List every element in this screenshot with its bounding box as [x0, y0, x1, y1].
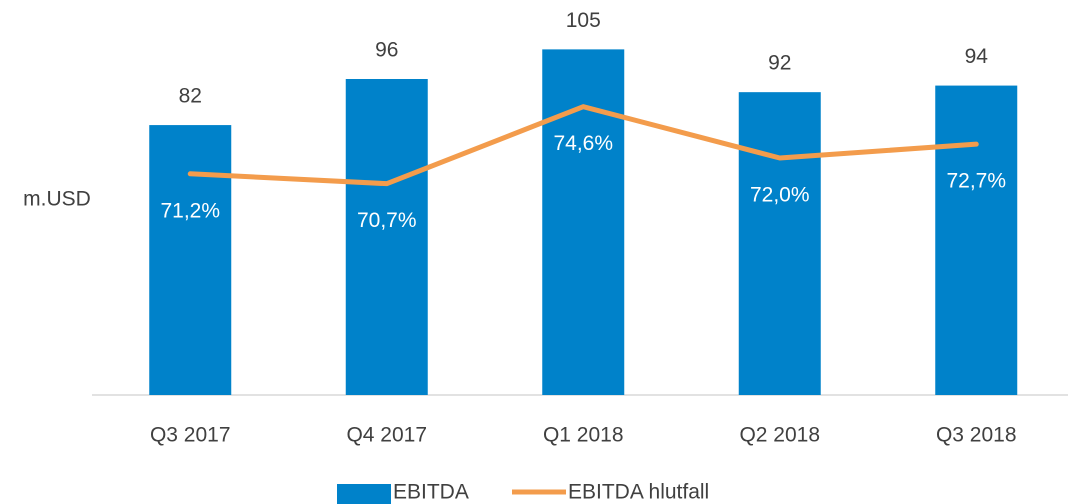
bar-value-label: 94 — [965, 45, 989, 68]
legend-swatch — [337, 484, 391, 504]
bar-value-label: 82 — [179, 85, 202, 108]
legend-label: EBITDA hlutfall — [568, 481, 709, 504]
line-value-label: 74,6% — [553, 132, 613, 155]
bar-value-label: 105 — [566, 9, 601, 32]
x-tick-label: Q4 2017 — [346, 424, 427, 447]
line — [187, 104, 979, 187]
x-tick-label: Q3 2018 — [936, 424, 1017, 447]
line-value-label: 70,7% — [357, 209, 417, 232]
line-value-label: 71,2% — [160, 199, 220, 222]
line-value-label: 72,0% — [750, 184, 810, 207]
x-tick-label: Q2 2018 — [739, 424, 820, 447]
line-value-label: 72,7% — [946, 170, 1006, 193]
y-axis-label: m.USD — [23, 188, 91, 211]
x-tick-label: Q1 2018 — [543, 424, 624, 447]
bar — [345, 79, 428, 395]
bar — [542, 49, 625, 395]
bar — [738, 92, 821, 396]
bar-value-label: 96 — [375, 39, 398, 62]
bar — [149, 125, 232, 395]
legend-label: EBITDA — [393, 481, 469, 504]
x-tick-label: Q3 2017 — [150, 424, 231, 447]
bar — [935, 85, 1018, 395]
bar-value-label: 92 — [768, 52, 791, 75]
